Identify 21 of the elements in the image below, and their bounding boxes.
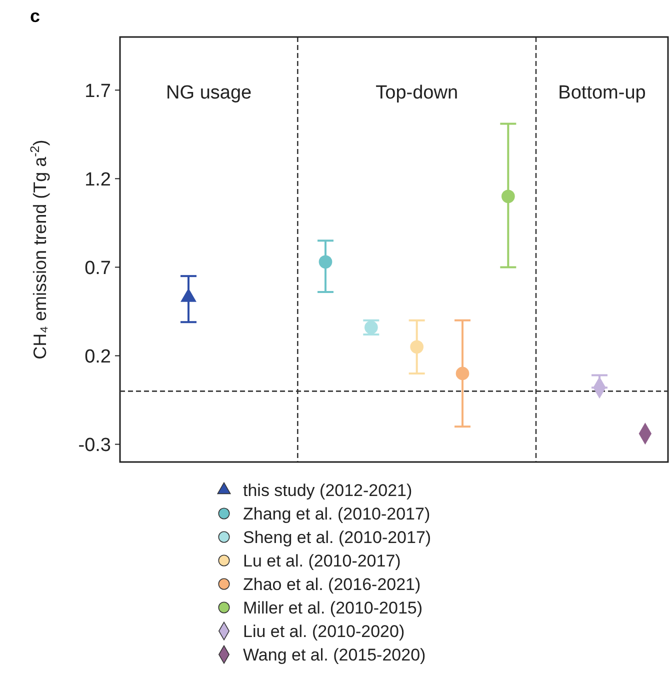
legend-label: Wang et al. (2015-2020) — [243, 645, 426, 664]
annotation: Top-down — [376, 82, 458, 104]
point — [501, 190, 515, 204]
legend-label: Liu et al. (2010-2020) — [243, 622, 405, 641]
legend-label: Sheng et al. (2010-2017) — [243, 528, 432, 547]
point — [410, 340, 424, 354]
y-tick-label: 1.7 — [84, 80, 111, 102]
point — [456, 366, 470, 380]
y-tick-label: 0.7 — [84, 258, 111, 279]
annotation: NG usage — [166, 82, 252, 104]
y-tick-label: 0.2 — [84, 346, 111, 368]
legend-label: Zhang et al. (2010-2017) — [243, 504, 430, 524]
legend-label: Lu et al. (2010-2017) — [243, 551, 401, 570]
annotation: Bottom-up — [558, 82, 646, 104]
legend-label: Zhao et al. (2016-2021) — [243, 574, 421, 594]
chart-title: c — [30, 6, 40, 26]
y-tick-label: 1.2 — [84, 169, 111, 190]
y-tick-label: -0.3 — [78, 434, 111, 456]
legend-label: Miller et al. (2010-2015) — [243, 598, 423, 618]
point — [318, 255, 332, 269]
legend-label: this study (2012-2021) — [243, 480, 412, 500]
